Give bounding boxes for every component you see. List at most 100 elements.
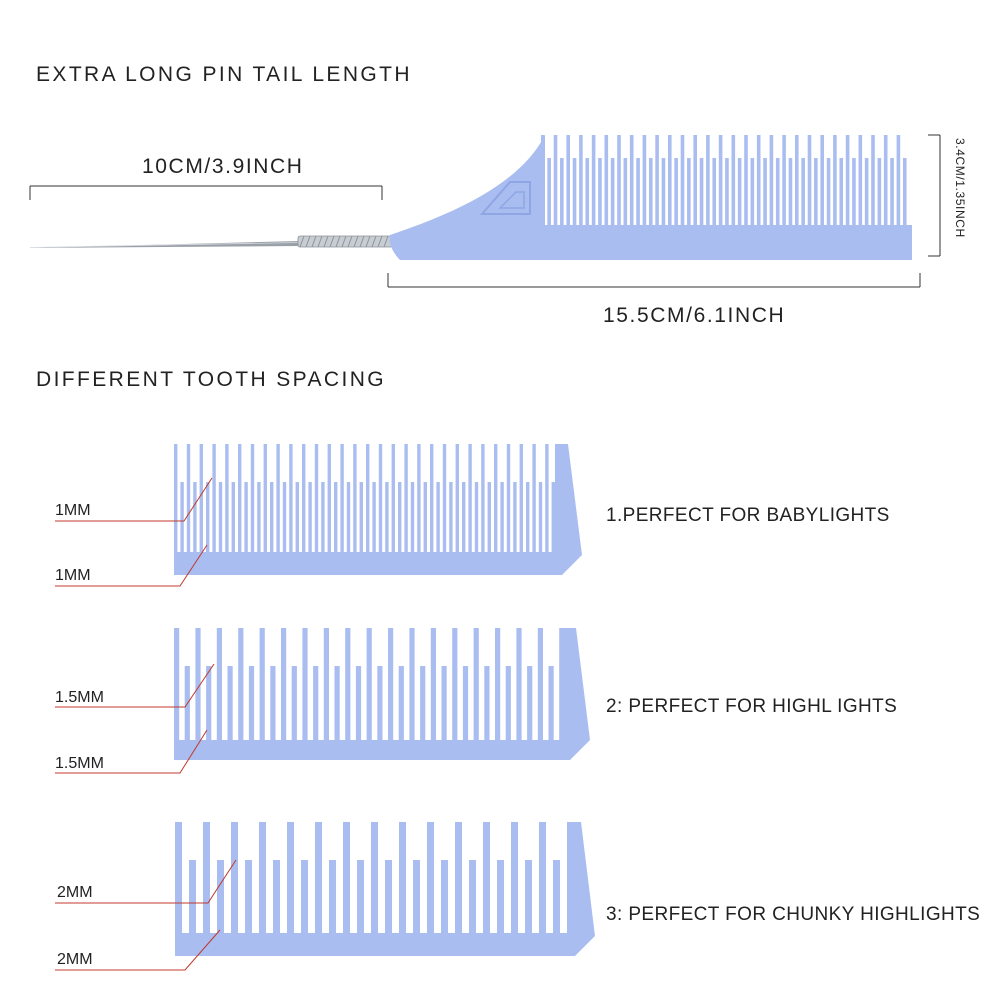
comb-tooth [455,444,459,554]
comb-tooth [409,628,415,742]
comb-tooth [436,482,440,554]
comb-tooth [567,822,574,935]
comb-tooth [487,482,491,554]
top-comb-tooth [547,158,551,230]
tail-dimension-label: 10CM/3.9INCH [142,155,304,178]
comb-tooth [257,482,261,554]
comb-tooth [314,444,319,554]
top-comb-tooth [680,135,685,230]
comb-tooth [519,444,523,554]
comb-tooth [481,444,485,554]
comb-tooth [225,444,229,554]
comb-tooth [227,666,233,742]
comb-tooth [238,444,242,554]
comb-tooth [248,666,255,742]
comb-tooth [423,482,427,554]
tail-dimension-bracket [29,185,383,200]
top-comb-tooth [699,158,704,230]
comb-tooth [553,860,560,935]
top-comb-tooth [902,158,907,230]
comb-tooth [494,444,498,554]
comb-tooth [289,444,293,554]
comb-tooth [329,860,336,935]
comb-tooth [174,628,180,742]
top-comb-tooth [642,135,647,230]
top-comb-tooth [687,158,691,230]
comb-tooth [231,482,235,554]
comb-tooth [441,860,448,935]
top-comb-tooth [648,158,653,230]
comb-tooth [270,482,274,554]
top-comb-tooth [617,135,621,230]
top-comb-tooth [655,135,659,230]
comb-1mm-spacing [174,444,582,575]
comb-tooth [449,482,453,554]
top-comb-tooth [706,135,710,230]
comb1-purpose-label: 1.PERFECT FOR BABYLIGHTS [606,505,890,526]
comb-tooth [500,482,504,554]
top-comb-tooth [693,135,697,230]
top-comb-tooth [864,158,869,230]
top-comb-tooth [591,135,596,230]
top-comb-tooth [858,135,863,230]
top-comb-tooth [553,135,558,230]
comb-tooth [238,628,244,742]
comb-end [555,444,582,575]
comb-tooth [410,482,415,554]
comb3-spacing-bottom-label: 2MM [57,951,93,968]
comb-tooth [537,628,543,742]
comb-tooth [474,482,479,554]
comb-tooth [345,628,351,742]
top-comb-tooth [795,135,799,230]
comb-tooth [505,666,511,742]
comb-tooth [281,628,287,742]
top-comb-tooth [610,158,615,230]
comb-tooth [468,444,472,554]
comb-tooth [276,444,280,554]
comb-tooth [551,482,555,554]
metal-pin-tail [28,235,394,248]
comb-tooth [250,444,255,554]
top-comb-tooth [744,135,748,230]
comb-tooth [334,482,338,554]
top-comb-tooth [566,135,570,230]
comb-tooth [313,666,319,742]
top-comb-tooth [579,135,583,230]
comb-tooth [427,822,434,935]
top-comb-tooth [604,135,609,230]
comb-tooth [334,666,340,742]
comb-spine [174,740,568,760]
comb-tooth [399,822,406,935]
comb-tooth [391,444,395,554]
comb-tooth [526,482,530,554]
comb-tooth [308,482,312,554]
comb-tooth [495,628,501,742]
top-comb-tooth [629,135,634,230]
top-comb-tooth [763,158,767,230]
comb-tooth [301,860,308,935]
comb-tooth [315,822,322,935]
comb-tooth [259,822,266,935]
comb-height-dimension-bracket [928,134,941,257]
comb-tooth [245,860,252,935]
top-comb-tooth [814,158,818,230]
comb-tooth [417,444,421,554]
top-comb-tooth [560,158,564,230]
comb-tooth [430,628,436,742]
comb-tooth [212,444,216,554]
comb-tooth [180,482,184,554]
comb-end [563,628,590,760]
comb2-purpose-label: 2: PERFECT FOR HIGHL IGHTS [606,696,898,717]
top-comb-tooth [718,135,723,230]
comb-tooth [203,822,210,935]
comb1-spacing-top-label: 1MM [55,502,91,519]
comb-1.5mm-spacing [174,628,590,760]
comb-tooth [516,628,522,742]
comb-tooth [430,444,434,554]
comb-tooth [291,666,297,742]
top-comb-tooth [890,158,894,230]
top-comb-tooth [826,158,831,230]
top-comb-tooth [896,135,901,230]
comb-tooth [559,628,565,742]
comb-tooth [385,482,389,554]
